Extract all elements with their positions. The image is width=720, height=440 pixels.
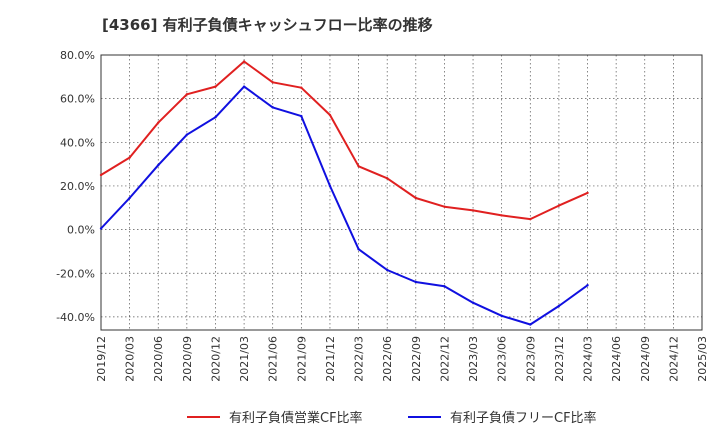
data-point <box>128 196 131 200</box>
data-point <box>557 304 561 308</box>
x-tick-label: 2023/03 <box>467 336 480 382</box>
x-axis-ticks: 2019/12 2020/03 2020/06 2020/09 2020/12 2021/… <box>95 336 709 382</box>
data-point <box>557 204 561 207</box>
y-tick-label: 60.0% <box>60 93 95 106</box>
grid-lines <box>101 55 702 330</box>
legend-label: 有利子負債営業CF比率 <box>229 410 363 426</box>
data-point <box>214 85 217 88</box>
x-tick-label: 2024/06 <box>610 336 623 382</box>
series-lines <box>99 60 589 326</box>
data-point <box>500 214 503 217</box>
y-tick-label: 40.0% <box>60 136 95 149</box>
x-tick-label: 2024/12 <box>667 336 680 382</box>
y-tick-label: 80.0% <box>60 49 95 62</box>
x-tick-label: 2021/09 <box>295 336 308 382</box>
x-tick-label: 2019/12 <box>95 336 108 382</box>
x-tick-label: 2021/03 <box>238 336 251 382</box>
data-point <box>328 184 332 188</box>
data-point <box>500 314 503 318</box>
chart-title: [4366] 有利子負債キャッシュフロー比率の推移 <box>102 16 433 34</box>
x-tick-label: 2022/09 <box>410 336 423 382</box>
x-tick-label: 2024/09 <box>639 336 652 382</box>
data-point <box>157 121 160 124</box>
y-tick-label: -40.0% <box>56 311 95 324</box>
series-line-2 <box>100 85 589 326</box>
data-point <box>471 209 475 212</box>
x-tick-label: 2020/06 <box>152 336 165 382</box>
x-tick-label: 2020/03 <box>124 336 137 382</box>
x-tick-label: 2022/06 <box>381 336 394 382</box>
data-point <box>414 280 418 284</box>
x-tick-label: 2020/09 <box>181 336 194 382</box>
data-point <box>357 248 360 251</box>
x-tick-label: 2020/12 <box>209 336 222 382</box>
y-tick-label: 0.0% <box>67 224 95 237</box>
data-point <box>214 116 217 119</box>
data-point <box>385 268 389 272</box>
series-line-1 <box>100 60 588 221</box>
data-point <box>271 106 274 109</box>
y-tick-label: 20.0% <box>60 180 95 193</box>
data-point <box>185 133 189 136</box>
data-point <box>128 156 131 159</box>
legend-label: 有利子負債フリーCF比率 <box>450 410 597 426</box>
data-point <box>443 205 446 208</box>
y-tick-label: -20.0% <box>56 267 95 280</box>
data-point <box>471 301 475 304</box>
data-point <box>242 60 246 63</box>
x-tick-label: 2022/03 <box>353 336 366 382</box>
x-tick-label: 2025/03 <box>696 336 709 382</box>
legend: 有利子負債営業CF比率 有利子負債フリーCF比率 <box>187 410 597 426</box>
data-point <box>586 284 589 287</box>
data-point <box>586 191 589 195</box>
data-point <box>185 93 189 96</box>
x-tick-label: 2022/12 <box>438 336 451 382</box>
data-point <box>99 173 103 177</box>
data-point <box>242 85 246 88</box>
data-point <box>300 86 303 89</box>
x-tick-label: 2023/06 <box>496 336 509 382</box>
data-point <box>157 164 160 167</box>
data-point <box>414 196 418 200</box>
x-tick-label: 2023/09 <box>524 336 537 382</box>
x-tick-label: 2021/06 <box>267 336 280 382</box>
x-tick-label: 2023/12 <box>553 336 566 382</box>
data-point <box>385 177 389 180</box>
data-point <box>529 217 532 221</box>
data-point <box>357 165 360 168</box>
y-axis-ticks: 80.0% 60.0% 40.0% 20.0% 0.0% -20.0% -40.0% <box>56 49 95 324</box>
x-tick-label: 2021/12 <box>324 336 337 382</box>
data-point <box>328 113 332 117</box>
data-point <box>99 227 103 230</box>
x-tick-label: 2024/03 <box>582 336 595 382</box>
data-point <box>443 285 446 288</box>
data-point <box>529 323 532 326</box>
plot-area-frame <box>100 54 703 331</box>
data-point <box>271 81 274 84</box>
data-point <box>300 114 303 118</box>
